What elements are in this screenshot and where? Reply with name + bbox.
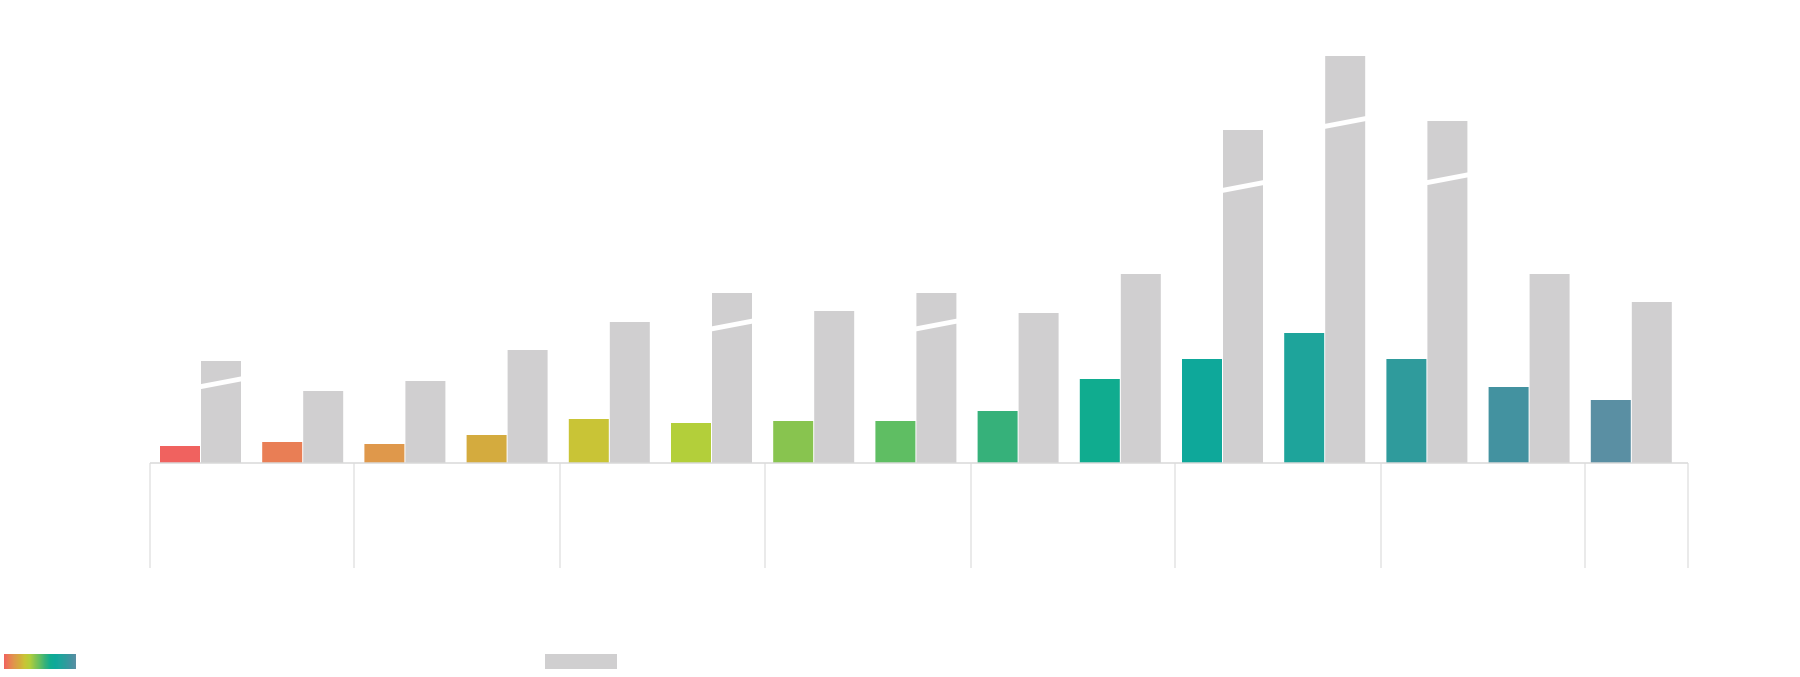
legend-swatch-series1 xyxy=(4,654,76,669)
bar-series2 xyxy=(507,350,548,463)
bar-series2 xyxy=(405,381,446,463)
bar-series2 xyxy=(201,361,241,463)
bar-series1 xyxy=(1182,359,1222,463)
axis-break-mark xyxy=(711,318,753,332)
bar-series2 xyxy=(916,293,957,463)
bar-series1 xyxy=(1590,400,1631,463)
bar-series2 xyxy=(1631,302,1672,463)
bar-series2 xyxy=(1325,56,1366,463)
bar-series2 xyxy=(303,391,344,463)
bar-series1 xyxy=(262,442,303,463)
bar-series1 xyxy=(466,435,507,463)
bar-series2 xyxy=(1120,274,1161,463)
axis-break-mark xyxy=(1324,116,1367,129)
bar-series1 xyxy=(1488,387,1529,463)
axis-break-mark xyxy=(200,376,242,390)
bar-series1 xyxy=(364,444,405,463)
bar-series1 xyxy=(773,421,814,463)
axis-break-mark xyxy=(1426,172,1469,186)
legend-swatch-series2 xyxy=(545,654,617,669)
bar-series1 xyxy=(671,423,711,463)
bar-series2 xyxy=(1529,274,1570,463)
bar-series1 xyxy=(977,411,1018,463)
bar-series2 xyxy=(1018,313,1059,463)
bar-series1 xyxy=(1079,379,1120,463)
bar-series1 xyxy=(875,421,916,463)
axis-break-mark xyxy=(915,318,958,332)
bar-series2 xyxy=(1223,130,1263,463)
bar-series1 xyxy=(160,446,200,463)
bar-series2 xyxy=(1427,121,1468,463)
bar-series1 xyxy=(568,419,609,463)
bar-series1 xyxy=(1284,333,1325,463)
bar-series2 xyxy=(814,311,855,463)
axis-break-mark xyxy=(1222,179,1264,193)
bar-series2 xyxy=(609,322,650,463)
bar-series1 xyxy=(1386,359,1427,463)
bar-series2 xyxy=(712,293,752,463)
